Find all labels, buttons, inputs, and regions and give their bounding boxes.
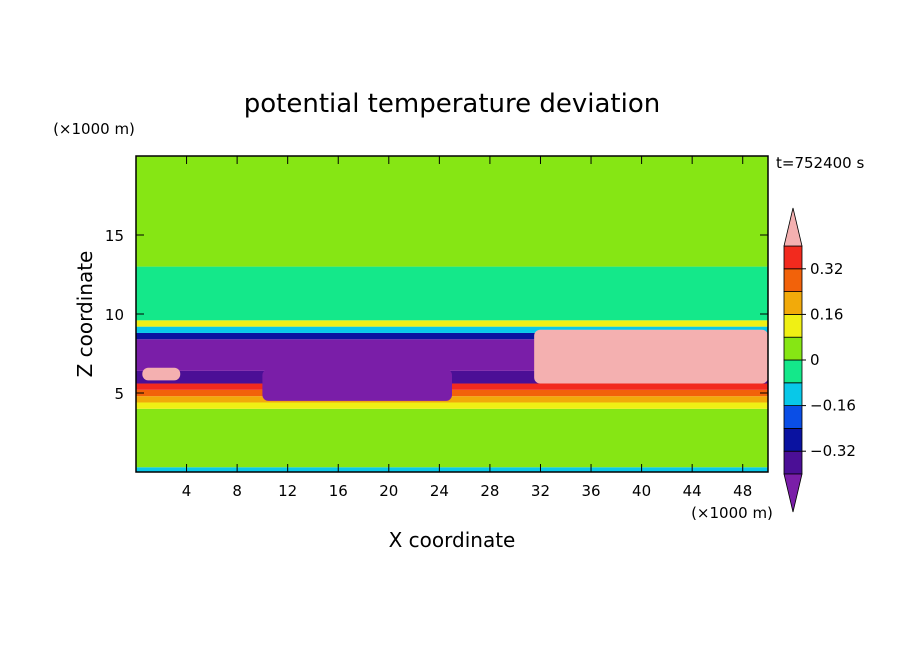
x-tick-label-3: 16: [329, 482, 348, 500]
x-tick-label-4: 20: [379, 482, 398, 500]
field-region-0: [534, 329, 768, 384]
x-tick-label-8: 36: [581, 482, 600, 500]
colorbar-label-1: 0.16: [810, 305, 843, 323]
colorbar: 0.32 0.16 0 −0.16 −0.32: [783, 207, 856, 513]
colorbar-label-3: −0.16: [810, 397, 856, 415]
colorbar-segment-2: [783, 427, 803, 452]
colorbar-label-2: 0: [810, 351, 820, 369]
colorbar-segment-6: [783, 336, 803, 361]
field-layer-10: [136, 320, 768, 327]
x-tick-label-0: 4: [182, 482, 192, 500]
x-tick-label-2: 12: [278, 482, 297, 500]
field-layer-12: [136, 156, 768, 267]
y-tick-label-0: 5: [114, 385, 124, 403]
chart-title: potential temperature deviation: [244, 89, 660, 119]
field-layers: [136, 156, 768, 472]
colorbar-segment-5: [783, 359, 803, 384]
field-layer-11: [136, 266, 768, 321]
x-axis-unit: (×1000 m): [691, 504, 773, 522]
x-tick-label-7: 32: [531, 482, 550, 500]
field-regions: [142, 329, 768, 401]
field-layer-3: [136, 396, 768, 403]
colorbar-segment-10: [783, 245, 803, 270]
time-label: t=752400 s: [776, 154, 864, 172]
x-tick-label-9: 40: [632, 482, 651, 500]
y-tick-label-1: 10: [105, 306, 124, 324]
x-axis: 4 8 12 16 20 24 28 32 36 40 44 48: [182, 156, 752, 500]
field-layer-8: [136, 332, 768, 340]
colorbar-segment-9: [783, 268, 803, 292]
x-tick-label-10: 44: [683, 482, 702, 500]
y-axis-unit: (×1000 m): [53, 120, 135, 138]
x-tick-label-11: 48: [733, 482, 752, 500]
colorbar-label-0: 0.32: [810, 260, 843, 278]
x-tick-label-5: 24: [430, 482, 449, 500]
colorbar-segment-3: [783, 405, 803, 429]
field-region-1: [534, 383, 768, 387]
field-layer-0: [136, 467, 768, 472]
field-layer-9: [136, 326, 768, 333]
y-axis: 5 10 15: [105, 227, 768, 403]
x-tick-label-1: 8: [232, 482, 242, 500]
field-region-2: [142, 367, 181, 381]
y-tick-label-2: 15: [105, 227, 124, 245]
field-layer-1: [136, 408, 768, 468]
colorbar-segment-1: [783, 450, 803, 475]
colorbar-extend-bottom: [783, 473, 803, 513]
field-layer-2: [136, 402, 768, 409]
colorbar-label-4: −0.32: [810, 442, 856, 460]
colorbar-segment-4: [783, 382, 803, 406]
y-axis-label: Z coordinate: [73, 251, 97, 378]
colorbar-segment-7: [783, 313, 803, 338]
colorbar-segment-8: [783, 291, 803, 315]
field-region-3: [262, 369, 452, 401]
x-axis-label: X coordinate: [389, 528, 516, 552]
x-tick-label-6: 28: [480, 482, 499, 500]
plot-area: [136, 156, 768, 472]
colorbar-extend-top: [783, 207, 803, 247]
